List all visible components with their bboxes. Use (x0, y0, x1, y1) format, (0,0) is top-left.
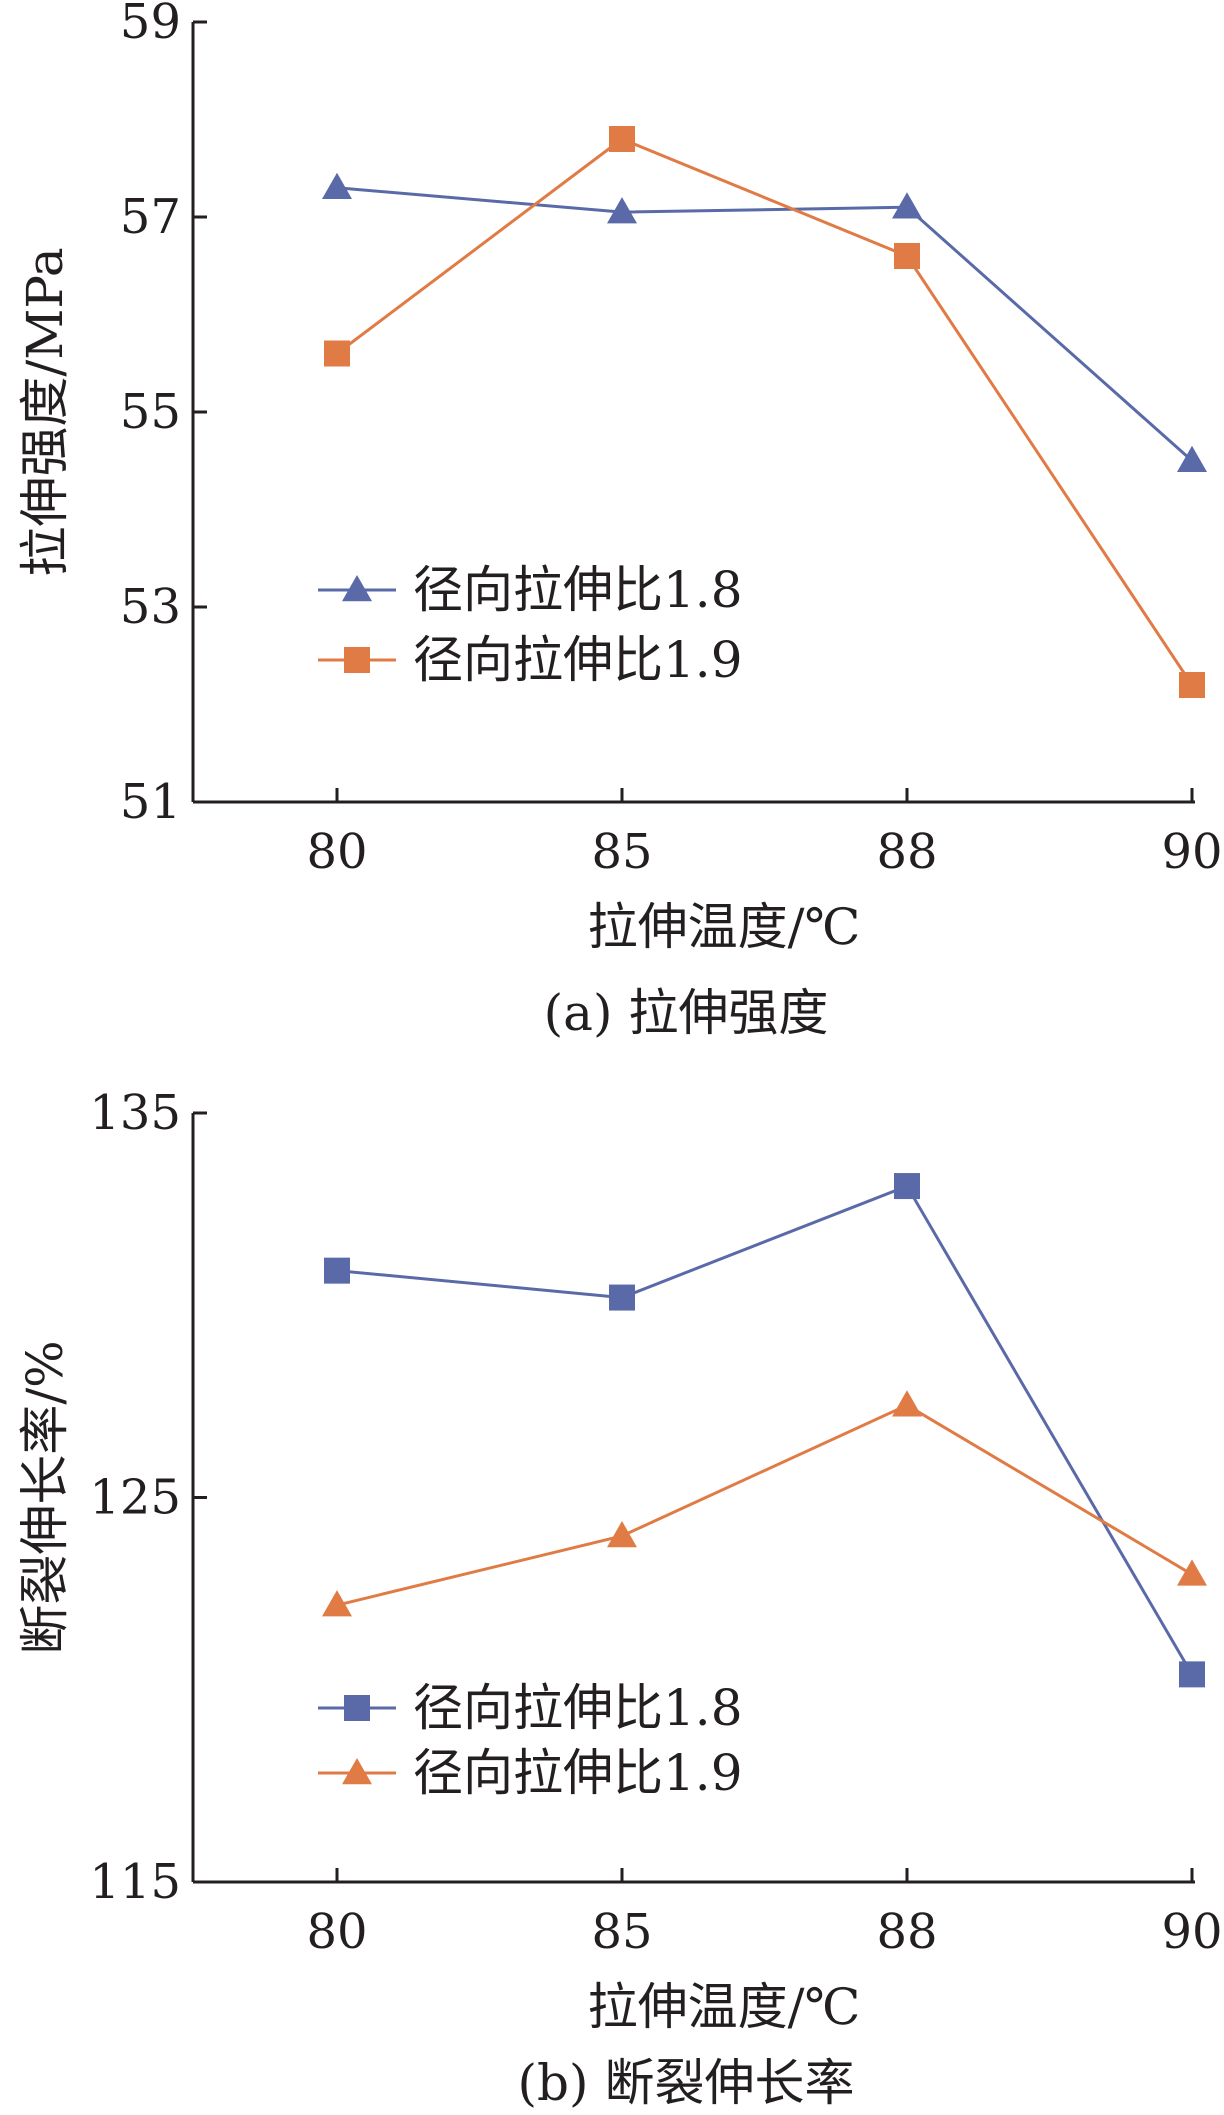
legend-label: 径向拉伸比1.8 (413, 561, 743, 619)
x-tick-label: 90 (1161, 824, 1222, 880)
figure-caption: (b) 断裂伸长率 (518, 2054, 855, 2112)
legend-marker (342, 575, 372, 602)
y-tick-label: 59 (120, 0, 181, 50)
data-point-1-1 (609, 126, 635, 152)
y-tick-label: 57 (120, 189, 181, 245)
data-point-0-3 (1179, 1661, 1205, 1688)
data-point-0-3 (1177, 445, 1207, 472)
y-tick-label: 53 (120, 579, 181, 635)
x-tick-label: 88 (876, 1904, 937, 1960)
y-tick-label: 51 (120, 774, 181, 830)
chart-elongation-at-break: 115 125 135 80 85 88 90 拉伸温度/℃ 断裂伸长率/% (b) 断裂伸长率 径… (16, 1085, 1223, 2112)
figure-caption: (a) 拉伸强度 (544, 984, 829, 1042)
data-point-1-0 (322, 1590, 352, 1617)
data-point-0-2 (892, 192, 922, 219)
x-axis-title: 拉伸温度/℃ (588, 898, 861, 956)
legend-marker (344, 1695, 370, 1721)
data-point-0-0 (324, 1257, 350, 1284)
data-point-1-3 (1179, 672, 1205, 698)
data-point-1-1 (607, 1520, 637, 1548)
series-line-0 (336, 1184, 1194, 1676)
y-tick-label: 135 (89, 1085, 181, 1141)
y-tick-label: 55 (120, 384, 181, 440)
x-tick-label: 85 (591, 824, 652, 880)
data-point-1-2 (892, 1390, 922, 1417)
y-axis-title: 拉伸强度/MPa (16, 247, 74, 576)
x-tick-label: 85 (591, 1904, 652, 1960)
data-point-1-2 (894, 243, 920, 269)
data-point-0-1 (609, 1284, 635, 1311)
x-tick-label: 88 (876, 824, 937, 880)
series-line-1 (336, 1403, 1193, 1607)
data-point-0-0 (322, 172, 352, 199)
series-line-1 (336, 137, 1194, 686)
y-axis-title: 断裂伸长率/% (16, 1340, 74, 1654)
data-point-0-1 (607, 197, 637, 224)
legend-label: 径向拉伸比1.9 (413, 631, 743, 689)
series-line-0 (336, 186, 1193, 462)
data-point-1-0 (324, 340, 350, 367)
x-tick-label: 80 (306, 824, 367, 880)
x-tick-label: 90 (1161, 1904, 1222, 1960)
data-point-1-3 (1177, 1559, 1207, 1586)
y-tick-label: 115 (89, 1854, 181, 1910)
x-tick-label: 80 (306, 1904, 367, 1960)
data-point-0-2 (894, 1173, 920, 1200)
legend-label: 径向拉伸比1.9 (413, 1744, 743, 1802)
chart-tensile-strength: 51 53 55 57 59 80 85 88 90 拉伸温度/℃ 拉伸强度/MPa (a) 拉伸强度… (16, 0, 1223, 1042)
legend-label: 径向拉伸比1.8 (413, 1679, 743, 1737)
x-axis-title: 拉伸温度/℃ (588, 1978, 861, 2036)
legend-marker (342, 1758, 372, 1785)
y-tick-label: 125 (89, 1470, 181, 1526)
legend-marker (344, 647, 370, 673)
